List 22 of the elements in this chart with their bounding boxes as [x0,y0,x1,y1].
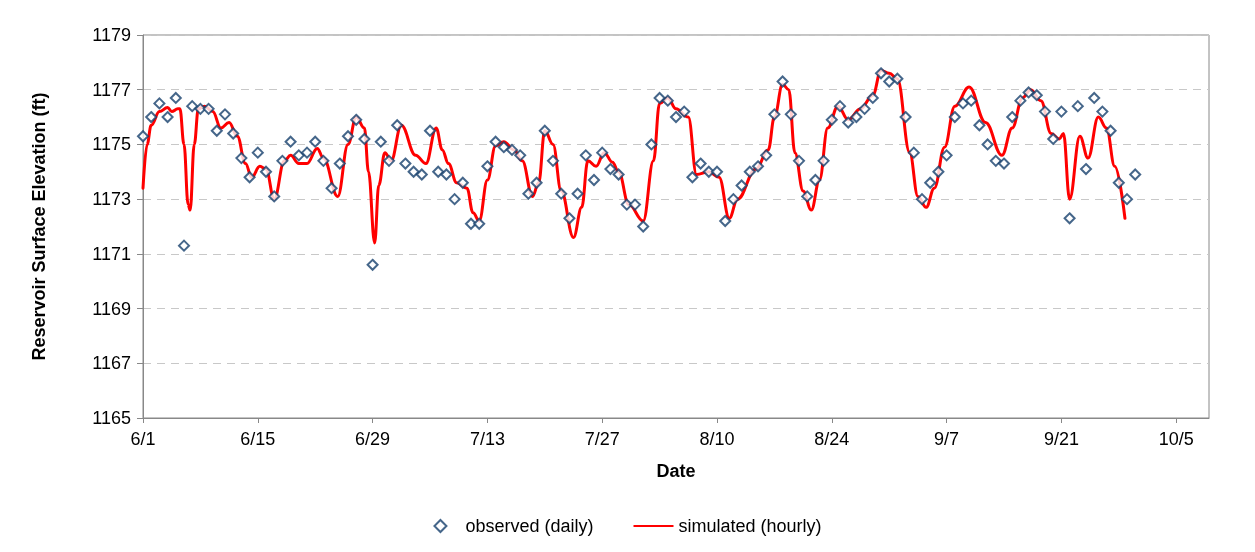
x-axis-title: Date [656,461,696,481]
x-tick-label: 8/10 [699,429,735,449]
x-tick-label: 9/21 [1043,429,1079,449]
x-tick-label: 6/15 [240,429,276,449]
x-tick-label: 10/5 [1158,429,1194,449]
x-tick-label: 8/24 [814,429,850,449]
legend-label: observed (daily) [465,516,594,536]
x-tick-label: 9/7 [934,429,960,449]
x-tick-label: 6/29 [355,429,391,449]
y-tick-label: 1175 [92,134,131,155]
x-tick-label: 7/13 [469,429,505,449]
y-tick-label: 1165 [92,408,131,428]
y-axis-title: Reservoir Surface Elevation (ft) [29,92,49,361]
y-tick-label: 1177 [92,79,131,100]
y-tick-label: 1173 [92,189,131,210]
x-tick-label: 6/1 [130,429,156,449]
y-tick-label: 1179 [92,25,131,45]
y-tick-label: 1167 [92,353,131,374]
legend-label: simulated (hourly) [678,516,822,536]
y-tick-label: 1169 [92,298,131,319]
x-tick-label: 7/27 [584,429,620,449]
y-tick-label: 1171 [92,243,131,264]
